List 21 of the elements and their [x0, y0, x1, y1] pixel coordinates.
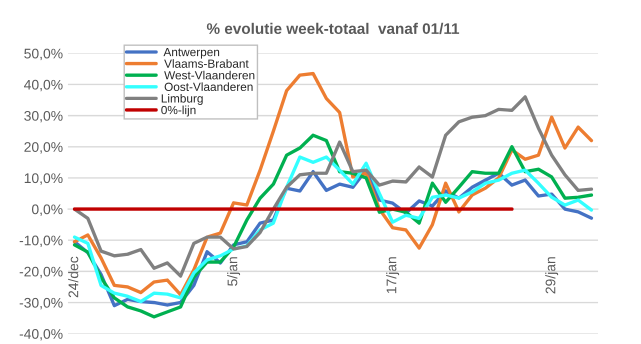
legend-label: Oost-Vlaanderen — [164, 82, 253, 92]
y-tick-label: 0,0% — [32, 204, 63, 216]
y-tick-label: -30,0% — [20, 298, 63, 310]
legend-label: Limburg — [162, 94, 203, 105]
x-tick-label: 24/dec — [68, 256, 78, 298]
legend-label: West-Vlaanderen — [164, 70, 254, 80]
x-tick-label: 17/jan — [386, 257, 400, 294]
y-tick-label: 20,0% — [24, 142, 63, 154]
y-tick-label: 10,0% — [24, 173, 63, 185]
chart-title: % evolutie week-totaal vanaf 01/11 — [206, 22, 460, 34]
y-tick-label: -40,0% — [20, 329, 63, 340]
y-tick-label: 40,0% — [24, 80, 63, 92]
legend-label: 0%-lijn — [161, 106, 196, 117]
x-tick-label: 5/jan — [227, 257, 240, 286]
y-tick-label: -10,0% — [20, 236, 63, 248]
legend-label: Antwerpen — [163, 48, 220, 59]
y-tick-label: -20,0% — [20, 266, 63, 278]
legend-label: Vlaams-Brabant — [164, 59, 249, 68]
y-tick-label: 50,0% — [24, 48, 63, 60]
x-tick-label: 29/jan — [545, 257, 558, 294]
y-tick-label: 30,0% — [24, 110, 63, 122]
